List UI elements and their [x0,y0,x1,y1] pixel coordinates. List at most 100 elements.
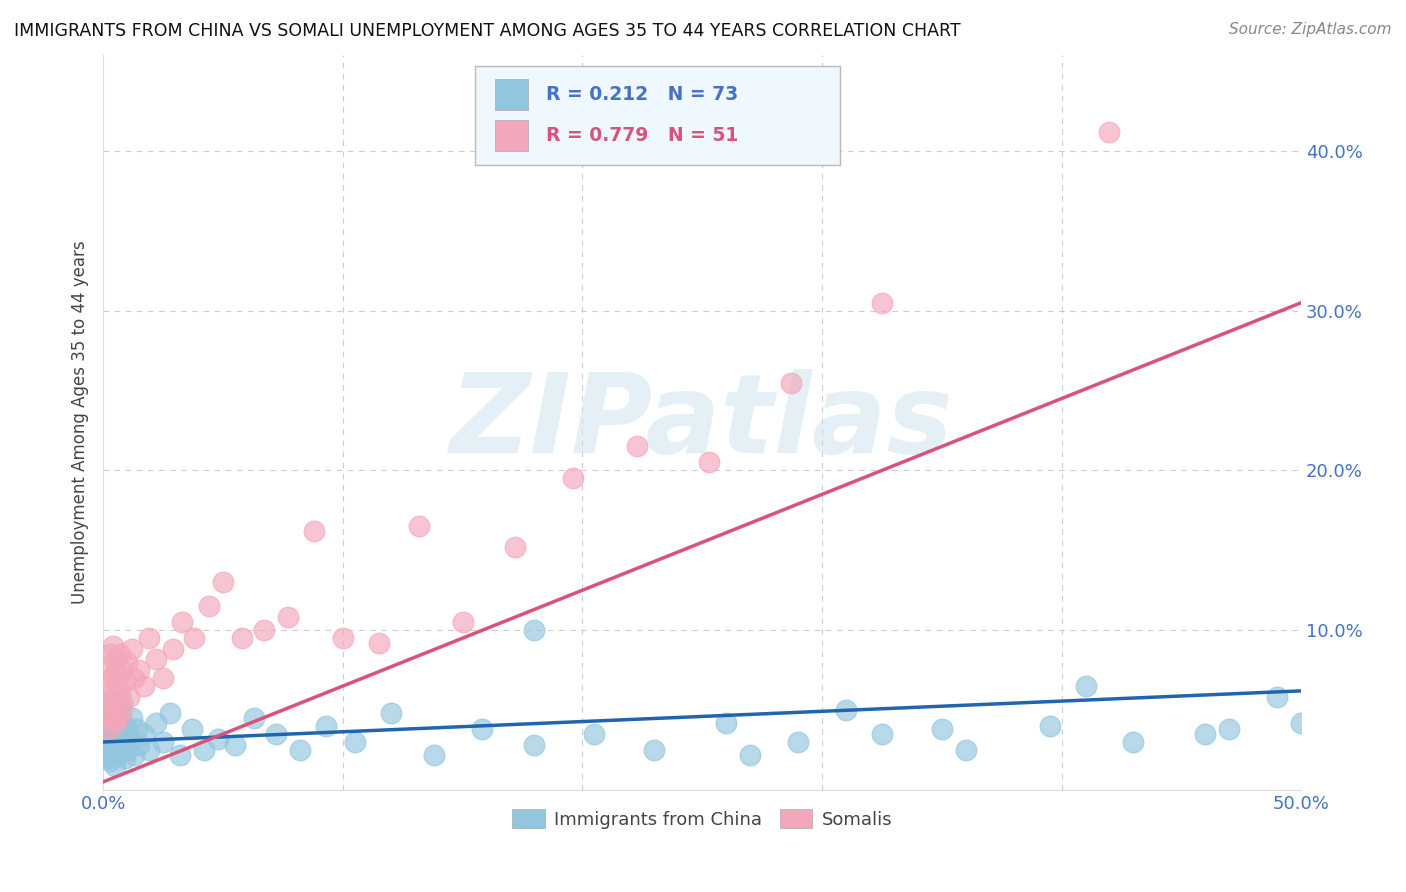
Point [101,743,124,757]
Point [138,631,160,645]
Point [264,727,287,741]
Point [101,695,124,709]
Point [114,674,136,689]
Point [1098,125,1121,139]
Point [343,735,366,749]
Text: R = 0.212   N = 73: R = 0.212 N = 73 [547,86,738,104]
Point [118,690,141,705]
Point [97,658,120,673]
Point [104,674,127,689]
Point [367,636,389,650]
Point [104,715,127,730]
FancyBboxPatch shape [474,66,839,165]
Point [132,679,155,693]
Point [101,706,124,721]
Point [121,711,143,725]
Point [138,743,160,757]
Point [101,723,124,737]
Point [1265,690,1288,705]
Point [277,610,299,624]
Point [423,747,446,762]
Point [583,727,606,741]
Point [104,731,127,746]
Point [152,735,174,749]
Point [111,695,134,709]
Point [108,647,131,661]
Point [626,440,648,454]
Bar [495,79,529,111]
Point [94,711,117,725]
Point [128,663,150,677]
Point [108,711,131,725]
Point [169,747,191,762]
Point [180,723,202,737]
Point [107,695,129,709]
Point [931,723,953,737]
Point [104,715,127,730]
Point [94,711,117,725]
Point [714,715,737,730]
Point [114,719,136,733]
Point [107,668,129,682]
Point [115,743,138,757]
Point [224,738,246,752]
Point [118,735,141,749]
Point [1038,719,1060,733]
Point [197,599,219,614]
Point [697,455,720,469]
Point [523,738,546,752]
Text: Source: ZipAtlas.com: Source: ZipAtlas.com [1229,22,1392,37]
Point [111,735,134,749]
Point [125,723,148,737]
Point [115,727,138,741]
Point [104,655,127,669]
Point [98,647,121,661]
Point [104,738,127,752]
Point [107,727,129,741]
Point [870,727,893,741]
Y-axis label: Unemployment Among Ages 35 to 44 years: Unemployment Among Ages 35 to 44 years [72,241,89,605]
Point [183,631,205,645]
Bar [495,120,529,151]
Point [108,687,131,701]
Point [108,723,131,737]
Point [107,703,129,717]
Point [94,743,117,757]
Point [94,735,117,749]
Point [97,723,120,737]
Point [1218,723,1240,737]
Point [471,723,494,737]
Point [779,376,801,390]
Point [124,747,146,762]
Point [503,540,526,554]
Point [835,703,858,717]
Point [128,738,150,752]
Point [212,575,235,590]
Point [101,639,124,653]
Point [152,671,174,685]
Point [98,754,121,768]
Point [98,703,121,717]
Point [408,519,430,533]
Point [288,743,311,757]
Point [231,631,253,645]
Point [1122,735,1144,749]
Point [193,743,215,757]
Point [111,663,134,677]
Point [101,747,124,762]
Text: R = 0.779   N = 51: R = 0.779 N = 51 [547,126,738,145]
Point [253,623,276,637]
Point [94,674,117,689]
Point [107,711,129,725]
Point [98,684,121,698]
Legend: Immigrants from China, Somalis: Immigrants from China, Somalis [505,802,900,836]
Point [145,652,167,666]
Point [1074,679,1097,693]
Point [104,759,127,773]
Point [132,727,155,741]
Point [121,642,143,657]
Point [98,715,121,730]
Point [332,631,354,645]
Point [107,747,129,762]
Point [97,723,120,737]
